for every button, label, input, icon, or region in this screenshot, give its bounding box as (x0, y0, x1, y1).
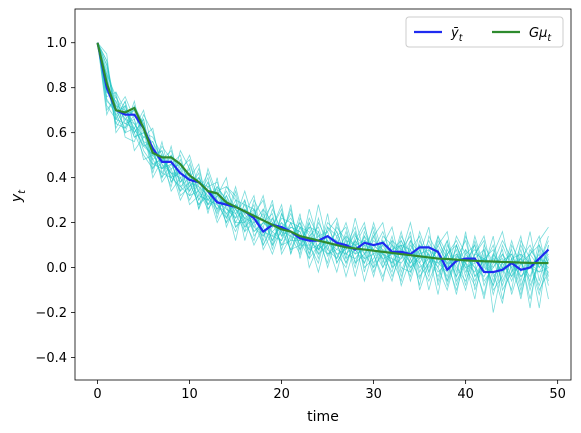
sample-path-19 (97, 42, 549, 273)
sample-path-8 (97, 42, 549, 292)
y-axis-label: yt (9, 189, 28, 203)
legend-box (405, 16, 564, 48)
x-tick-label: 20 (273, 387, 290, 402)
x-axis-label: time (307, 409, 339, 425)
series-layer (96, 42, 550, 274)
sample-paths-layer (97, 42, 549, 313)
series-line-ybar (96, 42, 550, 274)
y-tick-label: 0.6 (46, 126, 67, 141)
y-tick-label: 0.8 (46, 81, 67, 96)
x-tick-label: 10 (181, 387, 198, 402)
y-tick-label: −0.4 (35, 351, 67, 366)
x-tick-label: 50 (549, 387, 566, 402)
y-tick-label: −0.2 (35, 306, 67, 321)
x-tick-label: 30 (365, 387, 382, 402)
y-tick-label: 0.4 (46, 171, 67, 186)
y-tick-label: 0.2 (46, 216, 67, 231)
x-ticks: 0 10 20 30 40 50 (93, 380, 566, 402)
y-tick-label: 0.0 (46, 261, 67, 276)
legend: ȳt Gμt (405, 16, 564, 48)
legend-label-gmu: Gμt (529, 26, 552, 44)
x-tick-label: 40 (457, 387, 474, 402)
y-tick-label: 1.0 (46, 36, 67, 51)
axes-frame (74, 8, 572, 381)
y-ticks: −0.4 −0.2 0.0 0.2 0.4 0.6 0.8 1.0 (35, 36, 75, 366)
legend-label-ybar: ȳt (450, 26, 464, 44)
x-tick-label: 0 (93, 387, 101, 402)
series-line-gmu (96, 42, 549, 265)
